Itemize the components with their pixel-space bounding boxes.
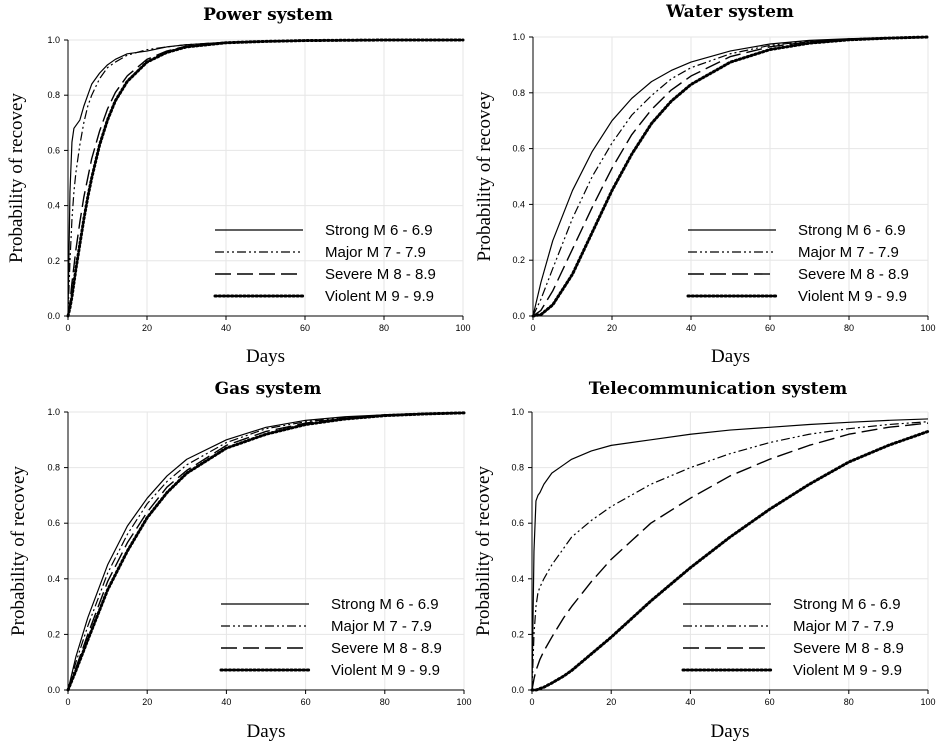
legend: Strong M 6 - 6.9 Major M 7 - 7.9 Severe M …: [681, 596, 904, 679]
chart-title: Power system: [203, 5, 333, 25]
x-tick-label: 80: [844, 697, 854, 707]
x-tick-label: 80: [379, 323, 389, 333]
x-tick-label: 100: [456, 697, 471, 707]
legend-label-4: Violent M 9 - 9.9: [331, 662, 440, 679]
y-tick-label: 0.8: [512, 88, 525, 98]
legend-label-1: Strong M 6 - 6.9: [325, 222, 433, 239]
y-tick-label: 0.2: [511, 629, 524, 639]
x-axis-label: Days: [246, 346, 285, 367]
x-tick-label: 40: [685, 697, 695, 707]
y-tick-label: 0.4: [47, 574, 60, 584]
legend: Strong M 6 - 6.9 Major M 7 - 7.9 Severe M …: [213, 222, 436, 305]
legend-label-2: Major M 7 - 7.9: [325, 244, 426, 261]
x-tick-label: 20: [142, 323, 152, 333]
y-tick-label: 1.0: [47, 407, 60, 417]
legend-label-1: Strong M 6 - 6.9: [798, 222, 906, 239]
chart-title: Gas system: [215, 379, 322, 399]
y-tick-label: 0.6: [47, 518, 60, 528]
x-tick-label: 0: [65, 323, 70, 333]
x-tick-label: 20: [606, 697, 616, 707]
legend-label-4: Violent M 9 - 9.9: [325, 288, 434, 305]
y-tick-label: 0.0: [47, 685, 60, 695]
series-line-2: [532, 36, 929, 317]
chart-panel-2: Water system 0 20 40 60 80 100 0.0 0.2 0.4 0.6 0.8 1…: [474, 2, 936, 367]
y-tick-label: 0.6: [512, 144, 525, 154]
x-tick-label: 60: [300, 323, 310, 333]
y-tick-label: 0.4: [511, 574, 524, 584]
y-tick-label: 0.4: [512, 199, 525, 209]
series-line-1: [531, 418, 929, 691]
chart-panel-1: Power system 0 20 40 60 80 100 0.0 0.2 0.4 0.6 0.8 1…: [6, 5, 471, 367]
series-line-2: [531, 421, 929, 691]
y-axis-label: Probability of recovey: [474, 91, 495, 261]
x-tick-label: 40: [221, 697, 231, 707]
chart-panel-3: Gas system 0 20 40 60 80 100 0.0 0.2 0.4 0.6 0.8 1.0…: [8, 379, 472, 742]
x-tick-label: 20: [142, 697, 152, 707]
legend-label-3: Severe M 8 - 8.9: [325, 266, 436, 283]
legend-label-4: Violent M 9 - 9.9: [798, 288, 907, 305]
x-tick-label: 100: [920, 697, 935, 707]
legend-label-3: Severe M 8 - 8.9: [793, 640, 904, 657]
y-tick-label: 0.0: [512, 311, 525, 321]
y-tick-label: 0.6: [47, 145, 60, 155]
legend: Strong M 6 - 6.9 Major M 7 - 7.9 Severe M …: [686, 222, 909, 305]
x-axis-label: Days: [711, 346, 750, 367]
x-tick-label: 40: [686, 323, 696, 333]
x-tick-label: 0: [65, 697, 70, 707]
series-line-4: [531, 35, 930, 318]
x-tick-label: 60: [765, 697, 775, 707]
x-tick-label: 0: [530, 323, 535, 333]
x-tick-label: 100: [920, 323, 935, 333]
y-tick-label: 1.0: [512, 32, 525, 42]
y-tick-label: 0.8: [47, 463, 60, 473]
y-tick-label: 0.4: [47, 201, 60, 211]
x-tick-label: 60: [765, 323, 775, 333]
chart-title: Telecommunication system: [589, 379, 848, 399]
legend-label-1: Strong M 6 - 6.9: [331, 596, 439, 613]
x-tick-label: 80: [380, 697, 390, 707]
x-tick-label: 80: [844, 323, 854, 333]
y-tick-label: 1.0: [511, 407, 524, 417]
chart-panel-4: Telecommunication system 0 20 40 60 80 100 0.0 0…: [473, 379, 936, 742]
series-line-3: [532, 36, 929, 317]
legend-label-2: Major M 7 - 7.9: [798, 244, 899, 261]
x-tick-label: 20: [607, 323, 617, 333]
x-tick-label: 40: [221, 323, 231, 333]
legend: Strong M 6 - 6.9 Major M 7 - 7.9 Severe M …: [219, 596, 442, 679]
legend-label-2: Major M 7 - 7.9: [331, 618, 432, 635]
legend-label-3: Severe M 8 - 8.9: [331, 640, 442, 657]
legend-label-1: Strong M 6 - 6.9: [793, 596, 901, 613]
x-tick-label: 60: [301, 697, 311, 707]
legend-label-2: Major M 7 - 7.9: [793, 618, 894, 635]
y-axis-label: Probability of recovey: [473, 466, 494, 636]
series-line-4: [66, 38, 465, 318]
y-axis-label: Probability of recovey: [8, 466, 29, 636]
y-tick-label: 0.8: [47, 90, 60, 100]
legend-label-4: Violent M 9 - 9.9: [793, 662, 902, 679]
y-tick-label: 0.2: [47, 256, 60, 266]
legend-label-3: Severe M 8 - 8.9: [798, 266, 909, 283]
chart-title: Water system: [665, 2, 794, 22]
y-tick-label: 0.6: [511, 518, 524, 528]
x-tick-label: 0: [529, 697, 534, 707]
series-line-3: [531, 422, 929, 691]
y-tick-label: 0.2: [47, 629, 60, 639]
y-tick-label: 0.8: [511, 463, 524, 473]
series-line-4: [66, 411, 466, 692]
x-axis-label: Days: [246, 721, 285, 742]
y-axis-label: Probability of recovey: [6, 93, 27, 263]
y-tick-label: 1.0: [47, 35, 60, 45]
x-axis-label: Days: [710, 721, 749, 742]
y-tick-label: 0.2: [512, 255, 525, 265]
x-tick-label: 100: [455, 323, 470, 333]
y-tick-label: 0.0: [511, 685, 524, 695]
series-line-4: [530, 429, 930, 692]
y-tick-label: 0.0: [47, 311, 60, 321]
